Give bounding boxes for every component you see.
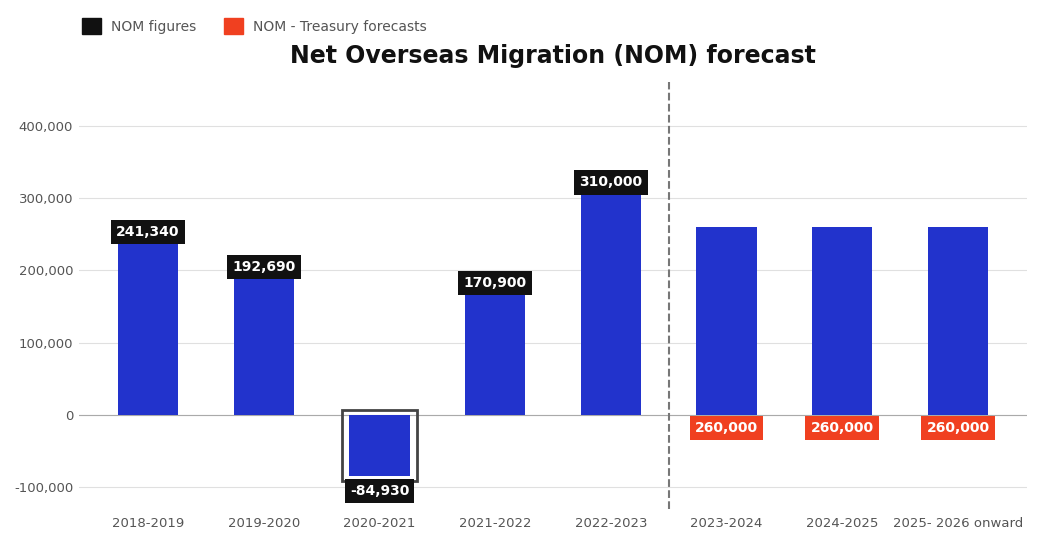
Text: 260,000: 260,000	[810, 421, 874, 435]
Title: Net Overseas Migration (NOM) forecast: Net Overseas Migration (NOM) forecast	[290, 44, 816, 68]
Bar	[118, 240, 178, 415]
Text: 192,690: 192,690	[232, 260, 295, 274]
Bar	[581, 191, 641, 415]
Bar	[696, 227, 757, 415]
Bar	[233, 276, 294, 415]
Text: 310,000: 310,000	[579, 175, 643, 189]
Text: 260,000: 260,000	[927, 421, 989, 435]
Legend: NOM figures, NOM - Treasury forecasts: NOM figures, NOM - Treasury forecasts	[76, 13, 432, 40]
Text: -84,930: -84,930	[350, 484, 409, 498]
Text: 241,340: 241,340	[116, 225, 180, 239]
Bar	[465, 291, 526, 415]
Bar	[342, 411, 417, 480]
Bar	[928, 227, 988, 415]
Text: 260,000: 260,000	[695, 421, 758, 435]
Bar	[812, 227, 872, 415]
Bar	[350, 415, 409, 476]
Text: 170,900: 170,900	[464, 276, 527, 290]
